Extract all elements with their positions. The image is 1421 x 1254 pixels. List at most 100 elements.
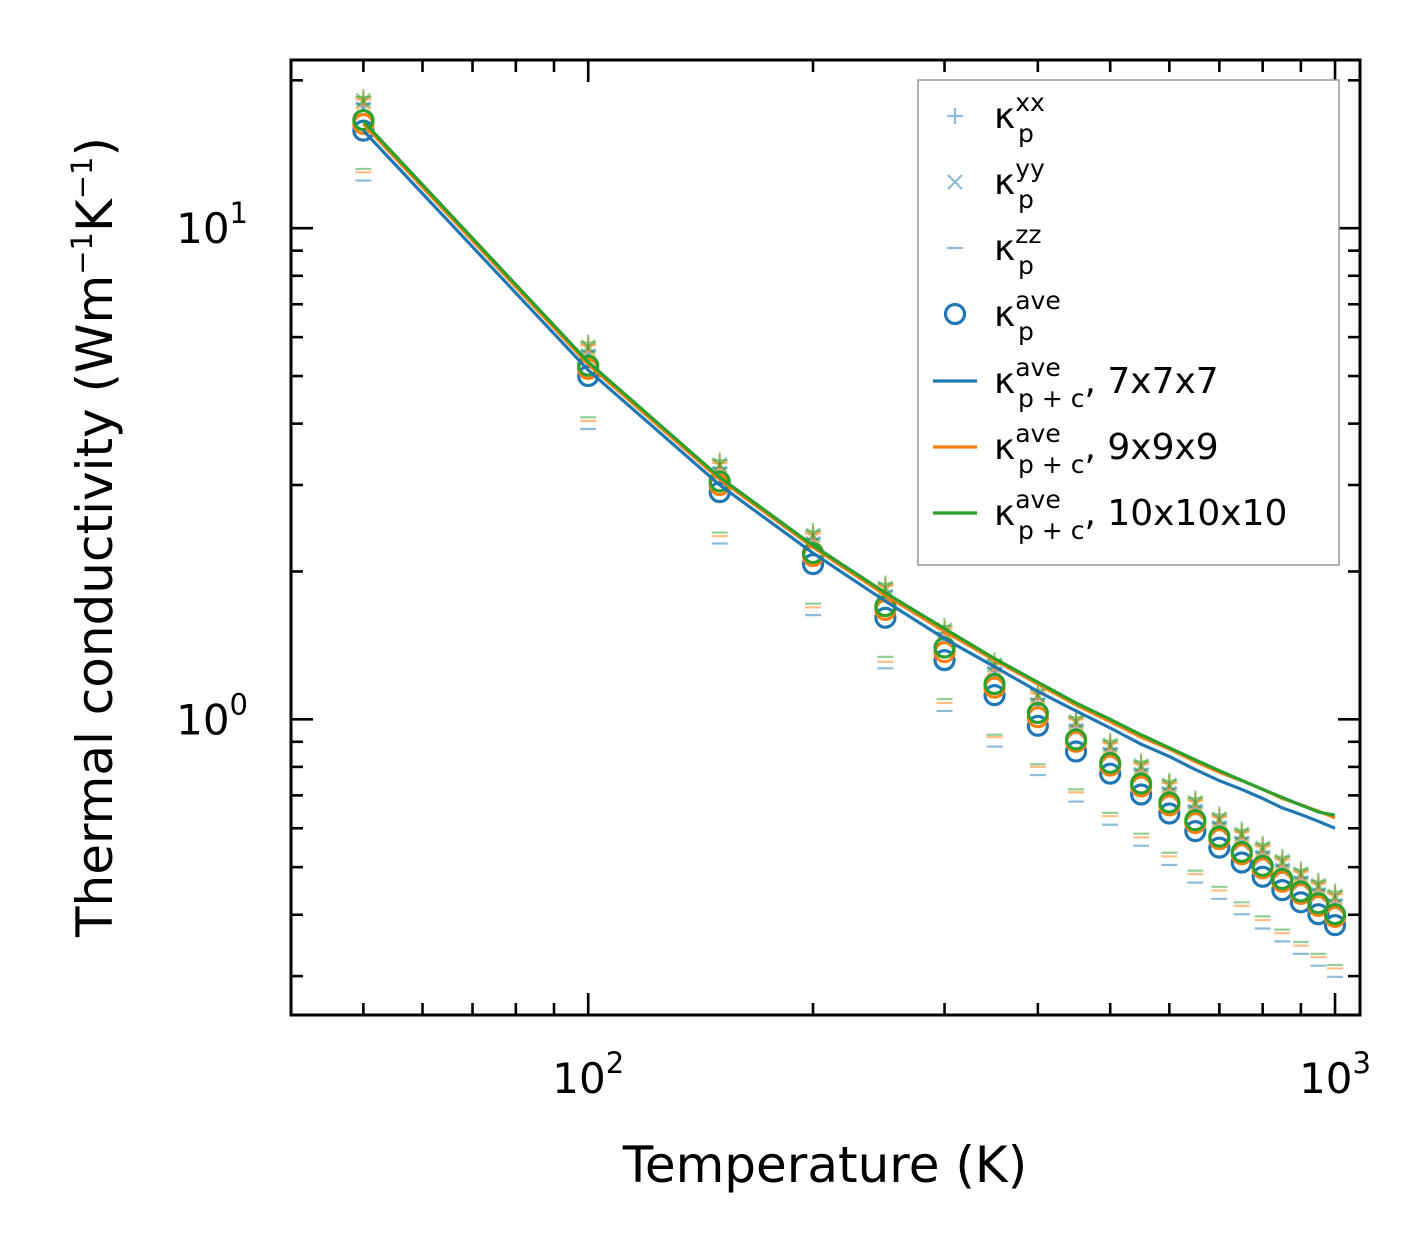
legend-symbol: κ xyxy=(994,361,1015,402)
legend-sup: ave xyxy=(1015,419,1061,448)
point-kave xyxy=(1271,867,1294,891)
point-kave xyxy=(933,648,956,672)
legend-marker-glyph xyxy=(943,302,967,326)
y-tick-label-exp: 1 xyxy=(230,196,248,230)
point-kave xyxy=(1208,836,1231,859)
legend-entry: κave p + c, 9x9x9 xyxy=(933,419,1219,479)
legend-sub: p + c xyxy=(1018,450,1084,479)
point-kave xyxy=(1026,714,1049,737)
legend-sup: ave xyxy=(1015,485,1061,514)
point-kyy xyxy=(1274,853,1291,870)
line-kpc-7x7x7 xyxy=(362,129,1336,830)
point-kave xyxy=(1184,820,1207,843)
point-kave-glyph xyxy=(352,108,375,132)
plot-frame xyxy=(289,58,1362,1017)
series-10x10x10 xyxy=(355,88,1344,967)
point-kave-glyph xyxy=(1099,762,1122,785)
point-kave-glyph xyxy=(1064,740,1088,763)
point-kave xyxy=(1064,728,1088,751)
point-kave-glyph xyxy=(933,648,956,672)
point-kave xyxy=(1099,762,1122,785)
legend-marker xyxy=(943,302,967,326)
point-kave xyxy=(1184,809,1207,832)
legend-sub: p + c xyxy=(1018,516,1084,545)
legend-marker-glyph xyxy=(947,174,963,190)
point-kave-glyph xyxy=(708,470,731,493)
legend-sup: zz xyxy=(1015,220,1041,249)
legend-label: κyy p xyxy=(994,154,1045,214)
legend-label: κave p xyxy=(994,286,1061,346)
legend-label: κxx p xyxy=(994,88,1045,148)
y-tick-label-exp: 0 xyxy=(230,687,248,721)
point-kyy-glyph xyxy=(711,456,728,473)
point-kave-glyph xyxy=(1307,892,1330,915)
series-ave-7x7x7 xyxy=(352,119,1347,937)
point-kave xyxy=(352,108,375,132)
point-kave xyxy=(1251,854,1274,877)
point-kave-glyph xyxy=(1184,809,1207,832)
point-kyy xyxy=(805,527,821,544)
point-kave xyxy=(708,470,731,493)
point-kave xyxy=(1323,914,1347,937)
point-kave xyxy=(1323,903,1347,926)
point-kave-glyph xyxy=(1064,728,1088,751)
point-kyy xyxy=(1327,888,1343,905)
point-kave-glyph xyxy=(1026,714,1049,737)
legend-sub: p xyxy=(1018,317,1034,346)
point-kave-glyph xyxy=(1130,772,1153,795)
point-kyy-glyph xyxy=(1187,794,1204,811)
legend-entry: κave p + c, 10x10x10 xyxy=(933,485,1287,545)
legend-sub: p xyxy=(1018,251,1034,280)
point-kave-glyph xyxy=(983,684,1006,707)
point-kyy-glyph xyxy=(1161,777,1178,793)
point-kave xyxy=(577,354,600,377)
point-kave-glyph xyxy=(874,606,897,629)
point-kxx-glyph xyxy=(355,88,372,105)
point-kyy xyxy=(580,339,596,355)
legend-sub: p xyxy=(1018,185,1034,214)
point-kave xyxy=(874,606,897,629)
point-kyy xyxy=(1102,737,1118,753)
legend-marker xyxy=(947,108,963,124)
legend-marker-glyph xyxy=(947,108,963,124)
y-tick-label: 100 xyxy=(176,687,248,744)
point-kave-glyph xyxy=(1158,802,1181,825)
legend-label: κzz p xyxy=(994,220,1041,280)
point-kave-glyph xyxy=(1251,854,1274,877)
legend-label: κave p + c, 10x10x10 xyxy=(994,485,1287,545)
legend-suffix: , 10x10x10 xyxy=(1084,493,1287,534)
point-kyy-glyph xyxy=(355,92,372,109)
point-kave-glyph xyxy=(1230,851,1253,874)
y-axis-title: Thermal conductivity (Wm−1K−1) xyxy=(65,137,124,938)
point-kave-glyph xyxy=(1208,836,1231,859)
point-kave-glyph xyxy=(1271,867,1294,891)
point-kave xyxy=(1307,903,1330,926)
point-kave-glyph xyxy=(1184,820,1207,843)
legend-symbol: κ xyxy=(994,228,1015,269)
point-kyy xyxy=(355,92,372,109)
point-kave-glyph xyxy=(577,354,600,377)
point-kave xyxy=(1026,701,1049,725)
point-kave xyxy=(1208,825,1231,848)
point-kyy-glyph xyxy=(1133,758,1149,774)
legend-suffix: , 9x9x9 xyxy=(1084,427,1218,468)
legend-sup: ave xyxy=(1015,353,1061,382)
point-kyy-glyph xyxy=(1274,853,1291,870)
point-kave-glyph xyxy=(983,672,1006,696)
legend-label: κave p + c, 7x7x7 xyxy=(994,353,1219,413)
legend-symbol: κ xyxy=(994,162,1015,203)
point-kave xyxy=(983,672,1006,696)
point-kave xyxy=(1064,740,1088,763)
point-kave-glyph xyxy=(1307,903,1330,926)
point-kyy xyxy=(1211,811,1228,827)
point-kyy-glyph xyxy=(1327,888,1343,905)
point-kave-glyph xyxy=(1099,751,1122,775)
point-kyy-glyph xyxy=(1102,737,1118,753)
point-kyy-glyph xyxy=(1233,826,1250,842)
legend-symbol: κ xyxy=(994,427,1015,468)
point-kave xyxy=(1289,880,1312,903)
legend-frame xyxy=(917,79,1340,566)
point-kave-glyph xyxy=(1289,880,1312,903)
